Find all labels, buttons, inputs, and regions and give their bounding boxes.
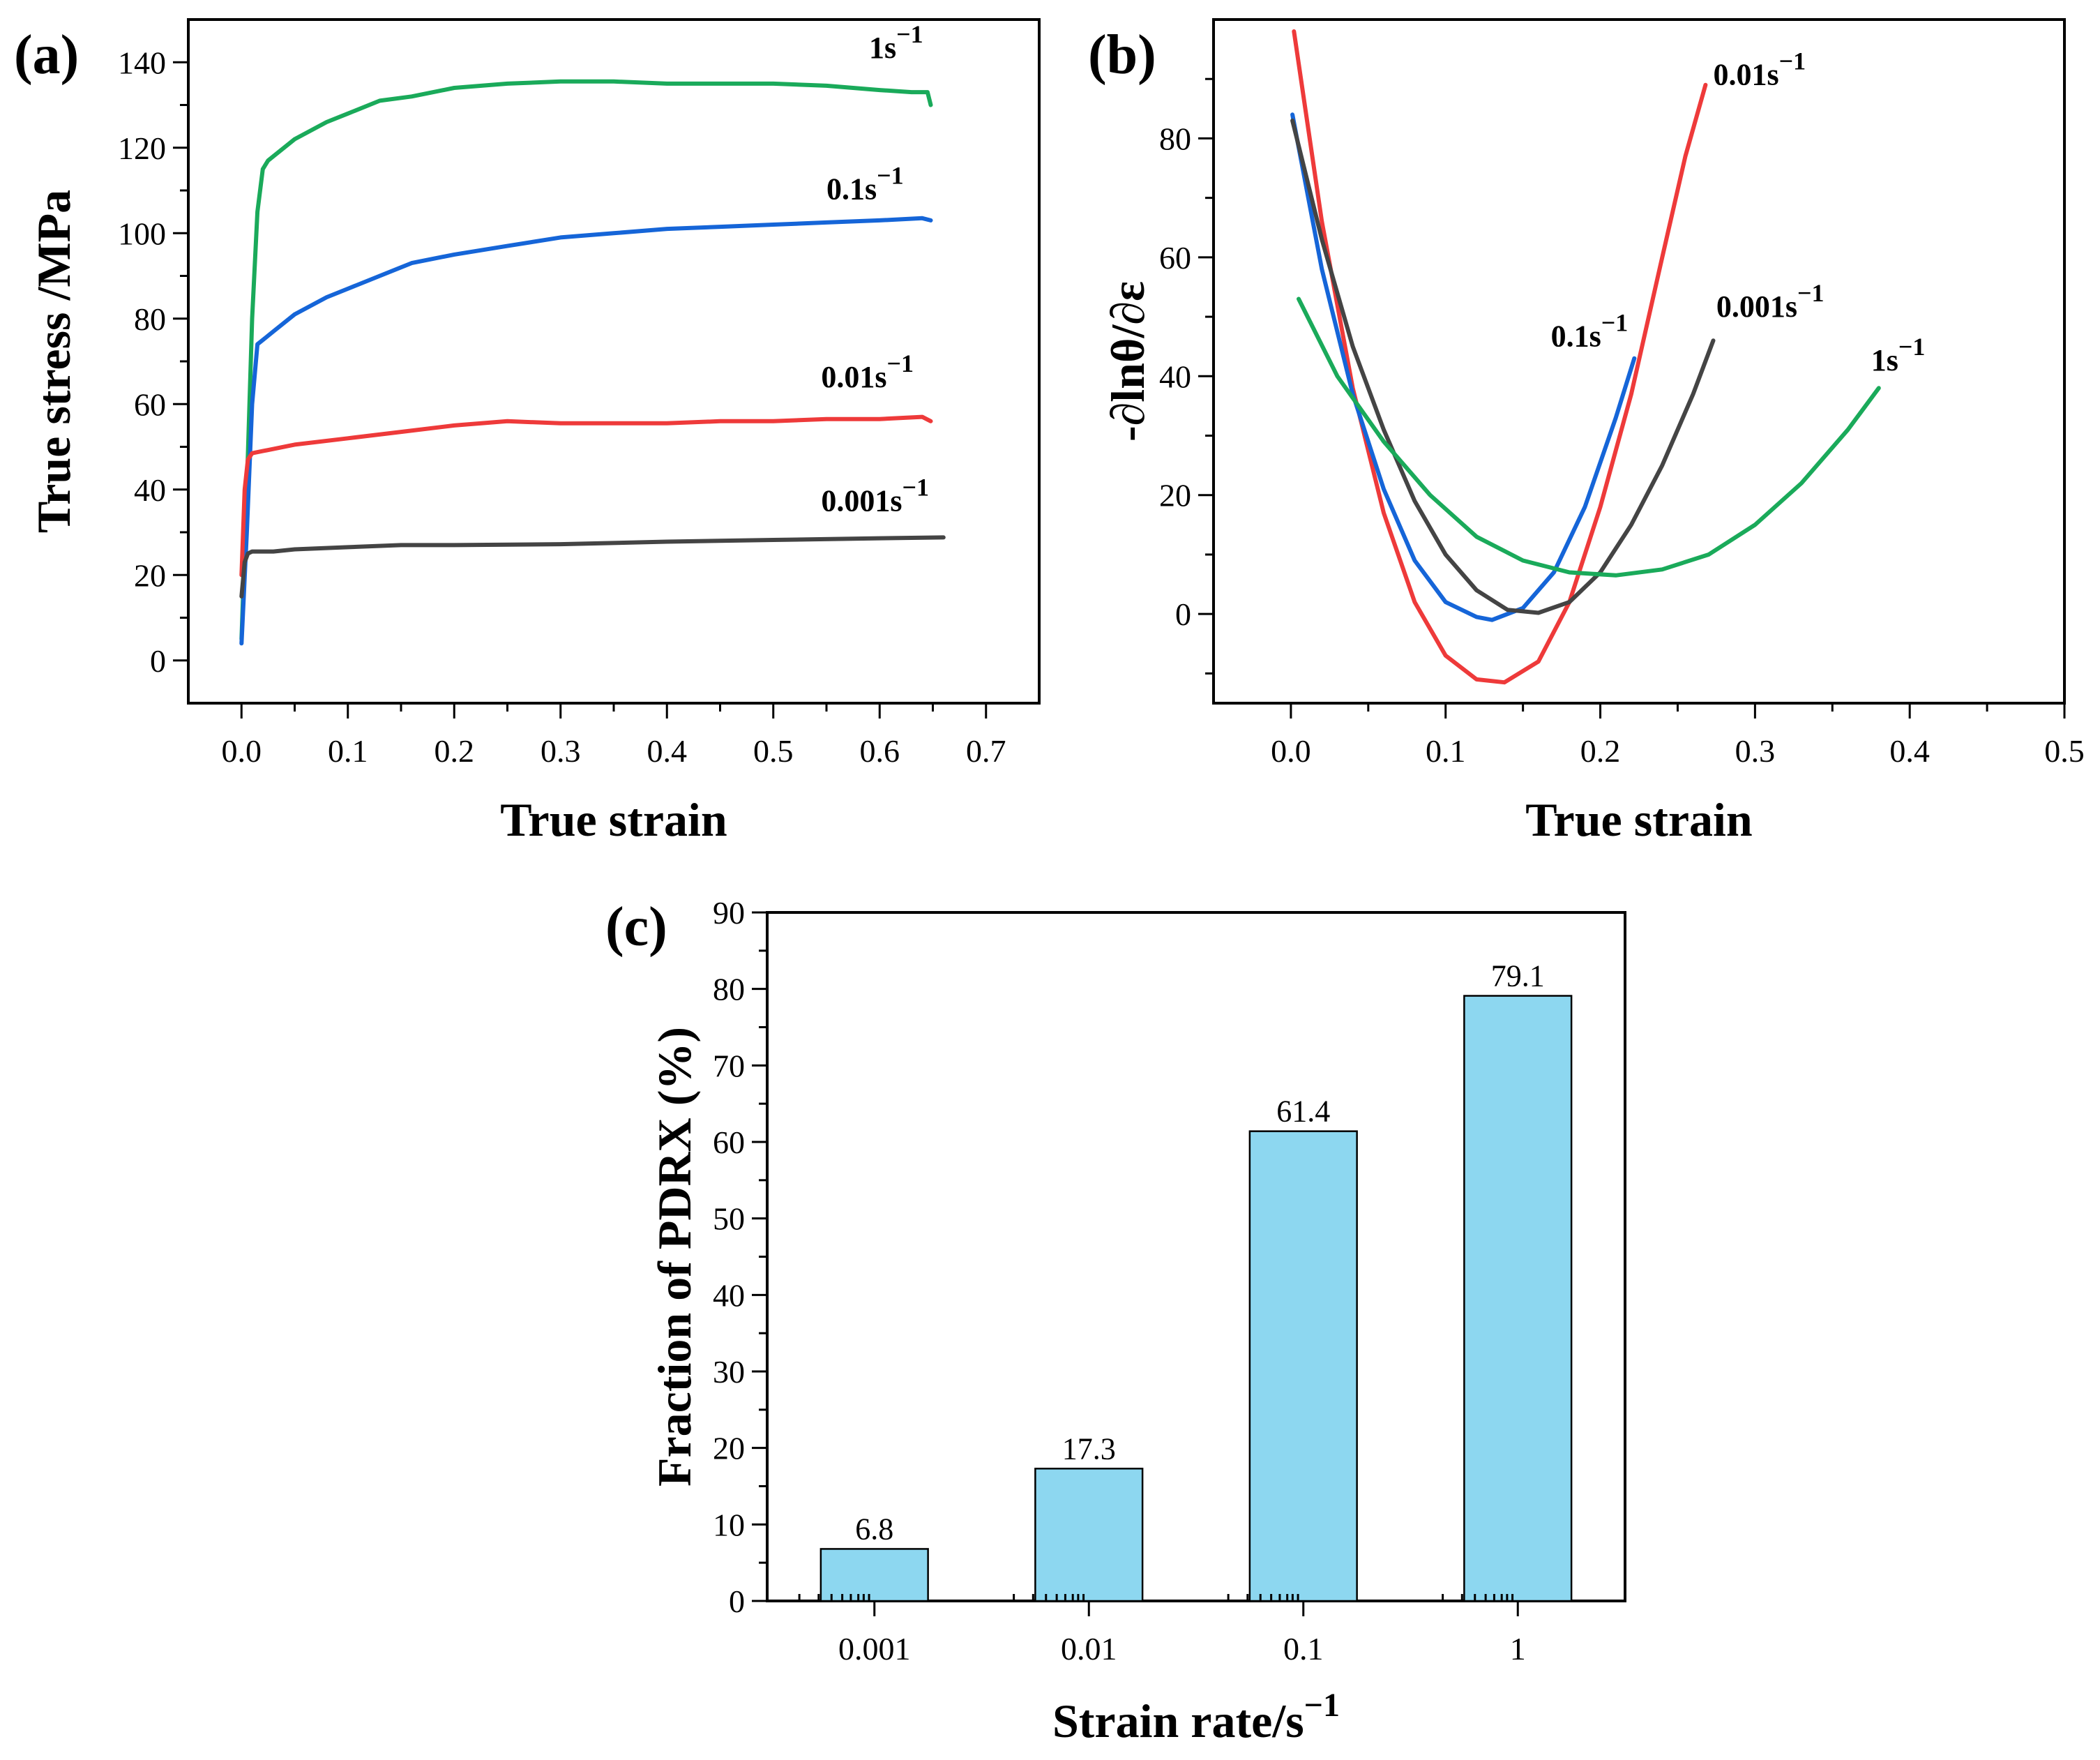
x-tick-label-b: 0.0 [1271, 733, 1311, 769]
y-tick-label-a: 80 [134, 301, 166, 337]
panel-a: 0.0 0.1 0.2 0.3 0.4 0.5 0.6 0.7 0 20 40 60 80 100 120 1… [14, 18, 1041, 846]
x-tick-label-c: 0.1 [1283, 1631, 1324, 1667]
y-axis-title-a: True stress /MPa [27, 190, 80, 533]
x-axis-title-c: Strain rate/s−1 [1052, 1687, 1340, 1747]
series-label-b-0: 0.01s−1 [1713, 47, 1806, 92]
plot-frame-b [1212, 18, 2066, 705]
x-tick-label-a: 0.4 [647, 733, 688, 769]
series-line-a-1 [239, 216, 933, 646]
y-tick-label-a: 140 [118, 45, 166, 80]
x-axis-title-b: True strain [1525, 793, 1753, 846]
y-tick-label-b: 80 [1159, 121, 1191, 156]
bar-value-label-0.001: 6.8 [855, 1512, 893, 1546]
x-tick-label-a: 0.2 [435, 733, 475, 769]
x-tick-label-a: 0.6 [860, 733, 900, 769]
series-label-b-3: 1s−1 [1871, 333, 1926, 377]
bar-0.001 [819, 1548, 929, 1602]
bar-0.1 [1248, 1130, 1358, 1602]
x-tick-label-b: 0.3 [1735, 733, 1776, 769]
y-tick-label-a: 100 [118, 216, 166, 251]
series-label-a-2: 0.01s−1 [821, 349, 914, 394]
panel-b: 0.0 0.1 0.2 0.3 0.4 0.5 0 20 40 60 80 0.01s−1 0.1s−1… [1088, 18, 2085, 846]
y-axis-title-c: Fraction of PDRX (%) [648, 1027, 701, 1487]
y-tick-label-a: 20 [134, 557, 166, 593]
series-line-b-1 [1290, 112, 1637, 622]
bar-value-label-0.01: 17.3 [1062, 1431, 1116, 1466]
y-tick-label-b: 20 [1159, 478, 1191, 513]
x-tick-label-c: 1 [1510, 1631, 1526, 1667]
series-line-a-0 [239, 79, 933, 642]
series-label-a-0: 1s−1 [869, 20, 923, 65]
panel-label-c: (c) [605, 896, 667, 958]
y-tick-label-a: 120 [118, 130, 166, 166]
y-tick-label-c: 50 [713, 1201, 745, 1237]
bar-value-label-0.1: 61.4 [1276, 1095, 1330, 1129]
panel-c: 0 10 20 30 40 50 60 70 80 90 6.8 0.001 17.3 0.01 61.4 0… [605, 895, 1626, 1747]
x-tick-label-c: 0.001 [838, 1631, 911, 1667]
x-tick-label-a: 0.0 [222, 733, 262, 769]
x-tick-label-b: 0.5 [2044, 733, 2085, 769]
x-tick-label-c: 0.01 [1061, 1631, 1117, 1667]
x-axis-title-a: True strain [500, 793, 727, 846]
x-tick-label-a: 0.7 [966, 733, 1006, 769]
series-line-a-3 [239, 535, 946, 599]
series-line-b-2 [1290, 118, 1716, 615]
x-tick-label-a: 0.1 [328, 733, 368, 769]
y-tick-label-b: 40 [1159, 359, 1191, 394]
bar-0.01 [1034, 1468, 1144, 1602]
y-tick-label-c: 30 [713, 1354, 745, 1390]
series-label-a-1: 0.1s−1 [826, 161, 904, 206]
y-tick-label-c: 0 [729, 1584, 745, 1619]
x-tick-label-a: 0.3 [541, 733, 581, 769]
y-tick-label-c: 20 [713, 1431, 745, 1466]
y-tick-label-c: 70 [713, 1048, 745, 1083]
y-tick-label-b: 0 [1175, 596, 1191, 632]
panel-label-b: (b) [1088, 24, 1156, 86]
x-tick-label-b: 0.4 [1889, 733, 1930, 769]
y-axis-title-b: -∂lnθ/∂ε [1101, 281, 1154, 442]
series-line-b-3 [1297, 296, 1881, 578]
series-label-a-3: 0.001s−1 [821, 473, 929, 518]
x-tick-label-a: 0.5 [753, 733, 794, 769]
series-line-a-2 [239, 414, 933, 578]
x-tick-label-b: 0.2 [1580, 733, 1621, 769]
y-tick-label-a: 0 [150, 643, 166, 679]
panel-label-a: (a) [14, 24, 79, 86]
bar-value-label-1: 79.1 [1491, 959, 1545, 993]
y-tick-label-c: 60 [713, 1125, 745, 1160]
bar-1 [1463, 995, 1573, 1602]
y-tick-label-a: 40 [134, 472, 166, 508]
y-tick-label-c: 10 [713, 1507, 745, 1542]
x-tick-label-b: 0.1 [1426, 733, 1466, 769]
y-tick-label-c: 80 [713, 972, 745, 1007]
y-tick-label-c: 90 [713, 895, 745, 931]
y-tick-label-a: 60 [134, 386, 166, 422]
series-label-b-2: 0.001s−1 [1716, 279, 1825, 324]
y-tick-label-c: 40 [713, 1277, 745, 1313]
y-tick-label-b: 60 [1159, 240, 1191, 276]
series-label-b-1: 0.1s−1 [1551, 309, 1629, 354]
